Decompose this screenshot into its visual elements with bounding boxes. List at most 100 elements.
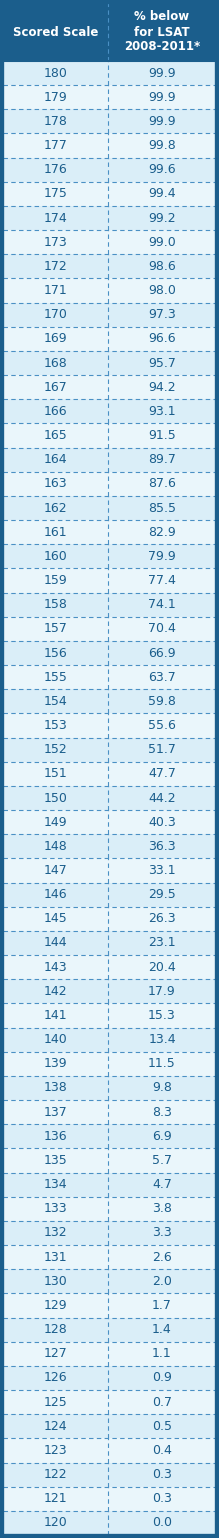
Text: 174: 174 [44, 212, 67, 225]
Text: 93.1: 93.1 [148, 404, 176, 418]
Text: 170: 170 [44, 308, 67, 321]
Text: 154: 154 [44, 695, 67, 707]
Text: 99.9: 99.9 [148, 91, 176, 103]
Bar [3, 158, 216, 181]
Bar [3, 1463, 216, 1487]
Text: 138: 138 [44, 1081, 67, 1095]
Bar [3, 1149, 216, 1172]
Text: 0.0: 0.0 [152, 1516, 172, 1529]
Bar [3, 811, 216, 834]
Bar [3, 1197, 216, 1221]
Text: 70.4: 70.4 [148, 623, 176, 635]
Text: 166: 166 [44, 404, 67, 418]
Bar [3, 664, 216, 689]
Text: 159: 159 [44, 574, 67, 588]
Text: 9.8: 9.8 [152, 1081, 172, 1095]
Text: 13.4: 13.4 [148, 1034, 176, 1046]
Bar [3, 617, 216, 641]
Bar [3, 1246, 216, 1269]
Text: 172: 172 [44, 260, 67, 272]
Text: 151: 151 [44, 767, 67, 780]
Text: 1.4: 1.4 [152, 1323, 172, 1337]
Bar [3, 448, 216, 472]
Bar [3, 1390, 216, 1413]
Bar [3, 1438, 216, 1463]
Text: 17.9: 17.9 [148, 984, 176, 998]
Text: 124: 124 [44, 1420, 67, 1433]
Bar [3, 858, 216, 883]
Text: 152: 152 [44, 743, 67, 757]
Text: 97.3: 97.3 [148, 308, 176, 321]
Text: 135: 135 [44, 1154, 67, 1167]
Text: 147: 147 [44, 864, 67, 877]
Bar [3, 85, 216, 109]
Bar [3, 1172, 216, 1197]
Text: 36.3: 36.3 [148, 840, 176, 854]
Text: 126: 126 [44, 1372, 67, 1384]
Text: 130: 130 [44, 1275, 67, 1287]
Text: 20.4: 20.4 [148, 961, 176, 974]
Text: 99.8: 99.8 [148, 138, 176, 152]
Bar [3, 1027, 216, 1052]
Text: 120: 120 [44, 1516, 67, 1529]
Text: 143: 143 [44, 961, 67, 974]
Bar [3, 786, 216, 811]
Text: 0.4: 0.4 [152, 1444, 172, 1456]
Bar [3, 955, 216, 980]
Text: 137: 137 [44, 1106, 67, 1118]
Bar [3, 834, 216, 858]
Text: 63.7: 63.7 [148, 671, 176, 684]
Text: 99.9: 99.9 [148, 115, 176, 128]
Text: 99.2: 99.2 [148, 212, 176, 225]
Text: 144: 144 [44, 937, 67, 949]
Bar [3, 738, 216, 761]
Text: 180: 180 [44, 66, 67, 80]
Bar [3, 62, 216, 85]
Text: 74.1: 74.1 [148, 598, 176, 611]
Text: 2.0: 2.0 [152, 1275, 172, 1287]
Text: 149: 149 [44, 815, 67, 829]
Bar [3, 980, 216, 1003]
Text: 99.6: 99.6 [148, 163, 176, 177]
Text: 47.7: 47.7 [148, 767, 176, 780]
Bar [3, 907, 216, 930]
Bar [3, 569, 216, 592]
Text: 121: 121 [44, 1492, 67, 1506]
Text: 177: 177 [44, 138, 67, 152]
Text: 40.3: 40.3 [148, 815, 176, 829]
Bar [3, 1052, 216, 1077]
Bar [3, 883, 216, 907]
Bar [3, 3, 216, 62]
Text: 134: 134 [44, 1178, 67, 1190]
Bar [3, 1366, 216, 1390]
Text: 1.1: 1.1 [152, 1347, 172, 1360]
Text: 140: 140 [44, 1034, 67, 1046]
Text: 141: 141 [44, 1009, 67, 1021]
Text: 127: 127 [44, 1347, 67, 1360]
Bar [3, 375, 216, 400]
Bar [3, 1413, 216, 1438]
Text: 163: 163 [44, 477, 67, 491]
Text: 29.5: 29.5 [148, 887, 176, 901]
Bar [3, 495, 216, 520]
Bar [3, 930, 216, 955]
Bar [3, 1221, 216, 1246]
Bar [3, 206, 216, 231]
Text: 148: 148 [44, 840, 67, 854]
Text: 0.5: 0.5 [152, 1420, 172, 1433]
Bar [3, 1293, 216, 1318]
Text: 4.7: 4.7 [152, 1178, 172, 1190]
Text: 59.8: 59.8 [148, 695, 176, 707]
Bar [3, 278, 216, 303]
Text: 122: 122 [44, 1469, 67, 1481]
Text: 5.7: 5.7 [152, 1154, 172, 1167]
Text: 3.3: 3.3 [152, 1226, 172, 1240]
Text: 77.4: 77.4 [148, 574, 176, 588]
Text: 0.3: 0.3 [152, 1469, 172, 1481]
Bar [3, 1510, 216, 1535]
Text: 123: 123 [44, 1444, 67, 1456]
Bar [3, 1341, 216, 1366]
Text: 162: 162 [44, 501, 67, 515]
Text: 79.9: 79.9 [148, 551, 176, 563]
Text: 66.9: 66.9 [148, 646, 176, 660]
